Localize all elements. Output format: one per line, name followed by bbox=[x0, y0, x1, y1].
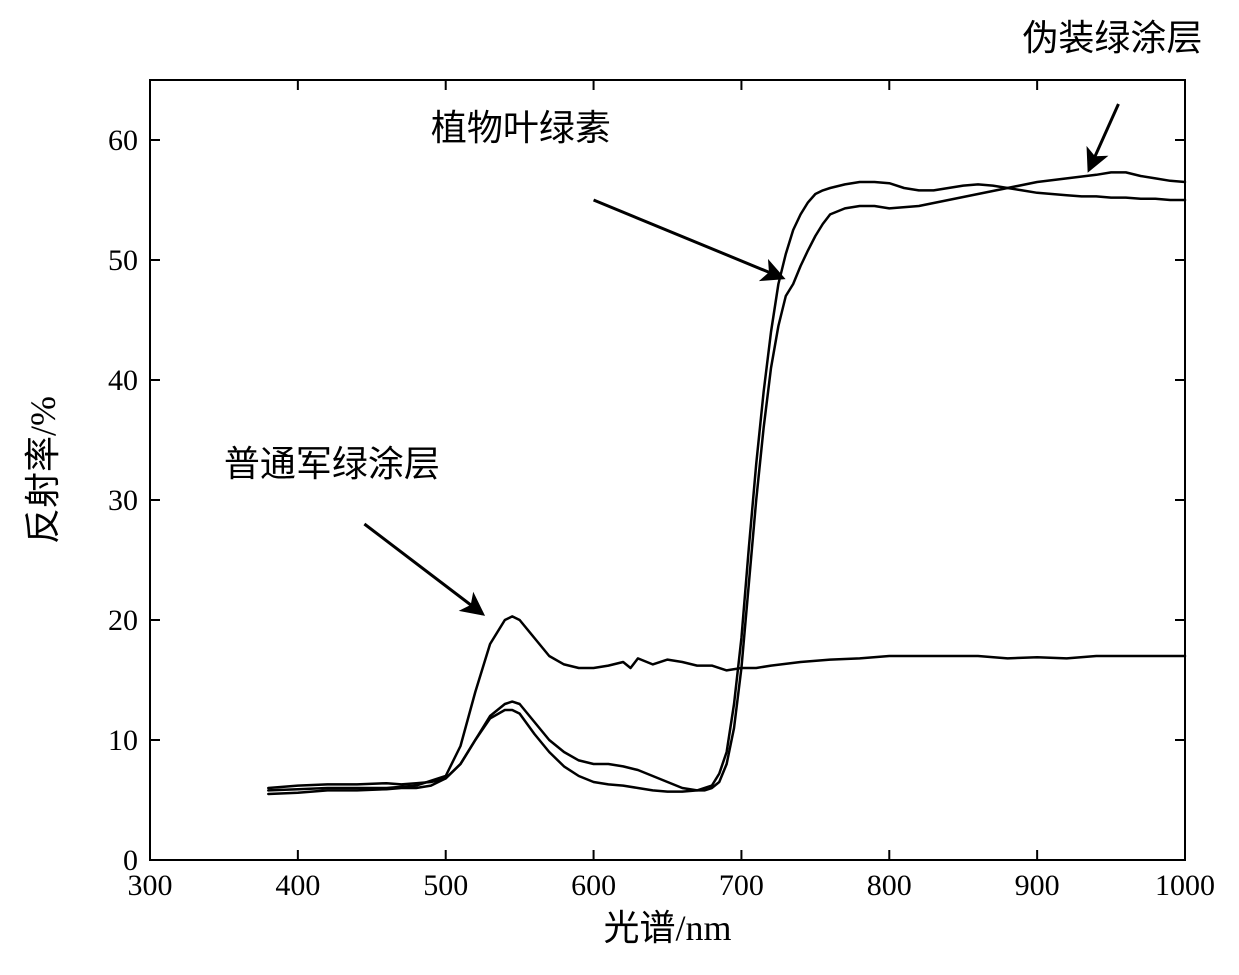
annotation-camouflage: 伪装绿涂层 bbox=[1022, 18, 1202, 58]
chart-svg: 30040050060070080090010000102030405060光谱… bbox=[0, 0, 1239, 975]
y-axis-title: 反射率/% bbox=[23, 396, 63, 544]
y-tick-label: 20 bbox=[108, 604, 138, 637]
x-tick-label: 500 bbox=[423, 869, 468, 902]
x-tick-label: 400 bbox=[275, 869, 320, 902]
y-tick-label: 30 bbox=[108, 484, 138, 517]
spectral-reflectance-chart: 30040050060070080090010000102030405060光谱… bbox=[0, 0, 1239, 975]
annotation-arrow-chlorophyll bbox=[594, 200, 783, 278]
x-tick-label: 800 bbox=[867, 869, 912, 902]
x-axis-title: 光谱/nm bbox=[603, 908, 731, 948]
series-伪装绿涂层 bbox=[268, 182, 1185, 794]
y-tick-label: 50 bbox=[108, 244, 138, 277]
x-tick-label: 1000 bbox=[1155, 869, 1215, 902]
annotation-chlorophyll: 植物叶绿素 bbox=[431, 108, 611, 148]
y-tick-label: 10 bbox=[108, 724, 138, 757]
y-tick-label: 0 bbox=[123, 844, 138, 877]
x-tick-label: 700 bbox=[719, 869, 764, 902]
y-tick-label: 40 bbox=[108, 364, 138, 397]
annotation-arrow-ordinary bbox=[364, 524, 482, 614]
annotation-arrow-camouflage bbox=[1089, 104, 1119, 170]
x-tick-label: 900 bbox=[1015, 869, 1060, 902]
annotation-ordinary: 普通军绿涂层 bbox=[224, 444, 440, 484]
y-tick-label: 60 bbox=[108, 124, 138, 157]
x-tick-label: 600 bbox=[571, 869, 616, 902]
